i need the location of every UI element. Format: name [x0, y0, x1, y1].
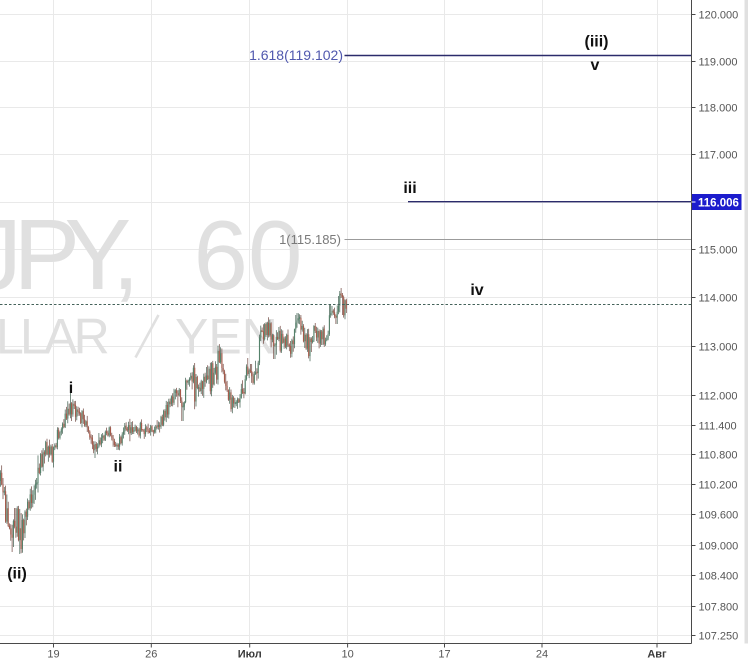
svg-text:YEN: YEN: [175, 309, 278, 365]
svg-text:110.200: 110.200: [699, 480, 738, 492]
svg-text:60: 60: [194, 200, 303, 310]
svg-text:26: 26: [145, 649, 157, 661]
svg-text:110.800: 110.800: [699, 450, 738, 462]
svg-text:1(115.185): 1(115.185): [279, 232, 341, 247]
svg-text:10: 10: [341, 649, 353, 661]
svg-text:i: i: [69, 380, 73, 397]
svg-text:JPY,: JPY,: [0, 199, 140, 311]
svg-text:iii: iii: [403, 180, 416, 197]
svg-text:109.000: 109.000: [699, 541, 739, 553]
svg-text:(iii): (iii): [585, 34, 609, 51]
svg-text:ii: ii: [114, 459, 123, 476]
svg-text:119.000: 119.000: [699, 57, 738, 69]
svg-text:113.000: 113.000: [699, 342, 738, 354]
svg-text:112.000: 112.000: [699, 391, 738, 403]
svg-text:v: v: [591, 57, 600, 74]
svg-text:19: 19: [47, 649, 59, 661]
svg-text:(ii): (ii): [7, 566, 27, 583]
svg-text:107.250: 107.250: [699, 631, 739, 643]
svg-text:24: 24: [536, 649, 548, 661]
svg-text:1.618(119.102): 1.618(119.102): [249, 47, 343, 63]
svg-text:117.000: 117.000: [699, 150, 738, 162]
svg-text:114.000: 114.000: [699, 293, 738, 305]
svg-text:17: 17: [438, 649, 450, 661]
svg-text:109.600: 109.600: [699, 510, 739, 522]
svg-text:111.400: 111.400: [699, 421, 737, 433]
svg-text:118.000: 118.000: [699, 103, 738, 115]
svg-text:107.800: 107.800: [699, 602, 739, 614]
svg-text:LLAR: LLAR: [0, 309, 108, 365]
svg-text:115.000: 115.000: [699, 245, 738, 257]
svg-text:Июл: Июл: [238, 649, 262, 661]
svg-text:108.400: 108.400: [699, 571, 739, 583]
svg-text:120.000: 120.000: [699, 10, 739, 22]
svg-text:Авг: Авг: [647, 649, 667, 661]
svg-text:iv: iv: [470, 282, 483, 299]
svg-text:116.006: 116.006: [698, 198, 739, 210]
